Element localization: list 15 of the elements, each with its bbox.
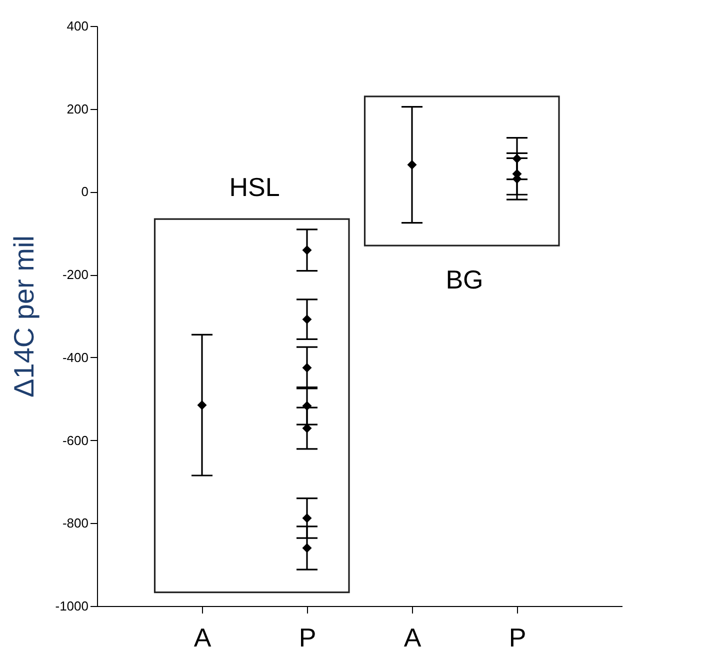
annotation: BG [446,264,484,295]
x-tick-label: P [508,622,526,652]
y-tick-label: -200 [62,267,88,282]
x-tick-label: P [298,622,316,652]
y-tick-label: -800 [62,516,88,531]
y-axis-title: Δ14C per mil [8,236,40,398]
y-tick-label: 0 [81,184,88,200]
y-tick-label: -600 [62,432,88,448]
y-tick-label: 200 [66,101,88,116]
y-tick-label: -1000 [55,598,88,614]
y-tick-label: -400 [62,350,88,365]
y-tick-label: 400 [66,18,88,34]
annotation: HSL [229,172,280,202]
x-tick-label: A [194,622,212,652]
x-tick-label: A [404,622,422,652]
